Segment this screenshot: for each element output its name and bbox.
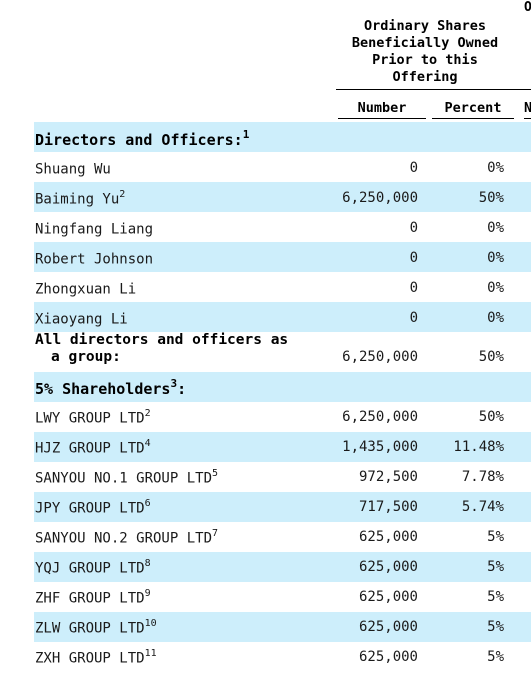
share-percent: 5.74%	[461, 499, 504, 515]
percent-header-rule	[432, 118, 514, 119]
holder-name: Zhongxuan Li	[35, 281, 137, 298]
share-percent: 50%	[478, 190, 504, 206]
table-row: HJZ GROUP LTD4 1,435,000 11.48%	[34, 432, 531, 462]
edge-header-rule	[524, 118, 531, 119]
share-number: 625,000	[358, 589, 418, 605]
section-row-directors: Directors and Officers:1	[34, 122, 531, 152]
share-number: 625,000	[358, 529, 418, 545]
holder-name: ZLW GROUP LTD10	[35, 618, 157, 637]
share-number: 0	[409, 250, 418, 266]
table-row: Baiming Yu2 6,250,000 50%	[34, 182, 531, 212]
table-row: Robert Johnson 0 0%	[34, 242, 531, 272]
share-number: 1,435,000	[342, 439, 418, 455]
share-percent: 0%	[487, 220, 504, 236]
share-number: 625,000	[358, 559, 418, 575]
table-row: YQJ GROUP LTD8 625,000 5%	[34, 552, 531, 582]
table-row: SANYOU NO.1 GROUP LTD5 972,500 7.78%	[34, 462, 531, 492]
table-row: LWY GROUP LTD2 6,250,000 50%	[34, 402, 531, 432]
share-number: 0	[409, 160, 418, 176]
table-row: Xiaoyang Li 0 0%	[34, 302, 531, 332]
holder-name: ZXH GROUP LTD11	[35, 648, 157, 667]
holder-name: SANYOU NO.2 GROUP LTD7	[35, 528, 219, 547]
cut-off-column-header: N	[524, 100, 531, 116]
section-title: Directors and Officers:1	[35, 128, 250, 149]
holder-name: Xiaoyang Li	[35, 311, 128, 328]
cut-off-header-char: O	[524, 0, 531, 15]
share-percent: 50%	[478, 409, 504, 425]
holder-name: YQJ GROUP LTD8	[35, 558, 151, 577]
holder-name: SANYOU NO.1 GROUP LTD5	[35, 468, 219, 487]
share-number: 625,000	[358, 619, 418, 635]
share-percent: 5%	[487, 529, 504, 545]
table-row: ZLW GROUP LTD10 625,000 5%	[34, 612, 531, 642]
table-row: ZXH GROUP LTD11 625,000 5%	[34, 642, 531, 672]
share-percent: 5%	[487, 619, 504, 635]
share-number: 0	[409, 220, 418, 236]
group-total-row: All directors and officers as a group: 6…	[34, 332, 531, 372]
holder-name: HJZ GROUP LTD4	[35, 438, 151, 457]
column-group-header-line: Prior to this	[372, 52, 478, 68]
table-row: Shuang Wu 0 0%	[34, 152, 531, 182]
share-percent: 0%	[487, 160, 504, 176]
holder-name: Baiming Yu2	[35, 189, 126, 208]
share-percent: 0%	[487, 310, 504, 326]
column-header-percent: Percent	[444, 100, 502, 116]
column-group-header-line: Offering	[392, 69, 458, 85]
group-total-label-line2: a group:	[51, 349, 121, 365]
holder-name: Shuang Wu	[35, 161, 111, 178]
table-row: SANYOU NO.2 GROUP LTD7 625,000 5%	[34, 522, 531, 552]
share-percent: 5%	[487, 559, 504, 575]
column-group-header-line: Beneficially Owned	[351, 35, 499, 51]
share-number: 972,500	[358, 469, 418, 485]
share-number: 625,000	[358, 649, 418, 665]
share-number: 6,250,000	[342, 409, 418, 425]
share-percent: 5%	[487, 589, 504, 605]
share-percent: 0%	[487, 280, 504, 296]
holder-name: LWY GROUP LTD2	[35, 408, 151, 427]
header-rule	[336, 89, 531, 90]
column-group-header-line: Ordinary Shares	[364, 18, 486, 34]
share-percent: 50%	[478, 349, 504, 365]
table-row: ZHF GROUP LTD9 625,000 5%	[34, 582, 531, 612]
number-header-rule	[338, 118, 426, 119]
share-percent: 5%	[487, 649, 504, 665]
group-total-label-line1: All directors and officers as	[35, 332, 289, 348]
holder-name: Ningfang Liang	[35, 221, 154, 238]
share-percent: 11.48%	[453, 439, 504, 455]
holder-name: ZHF GROUP LTD9	[35, 588, 151, 607]
share-percent: 7.78%	[461, 469, 504, 485]
table-row: JPY GROUP LTD6 717,500 5.74%	[34, 492, 531, 522]
section-title: 5% Shareholders3:	[35, 377, 187, 398]
table-row: Zhongxuan Li 0 0%	[34, 272, 531, 302]
column-group-header: Ordinary Shares Beneficially Owned Prior…	[336, 18, 514, 86]
share-percent: 0%	[487, 250, 504, 266]
holder-name: JPY GROUP LTD6	[35, 498, 151, 517]
share-number: 717,500	[358, 499, 418, 515]
section-row-shareholders: 5% Shareholders3:	[34, 372, 531, 402]
share-number: 0	[409, 310, 418, 326]
share-number: 6,250,000	[342, 349, 418, 365]
table-row: Ningfang Liang 0 0%	[34, 212, 531, 242]
column-header-number: Number	[357, 100, 407, 116]
share-number: 0	[409, 280, 418, 296]
share-number: 6,250,000	[342, 190, 418, 206]
holder-name: Robert Johnson	[35, 251, 154, 268]
